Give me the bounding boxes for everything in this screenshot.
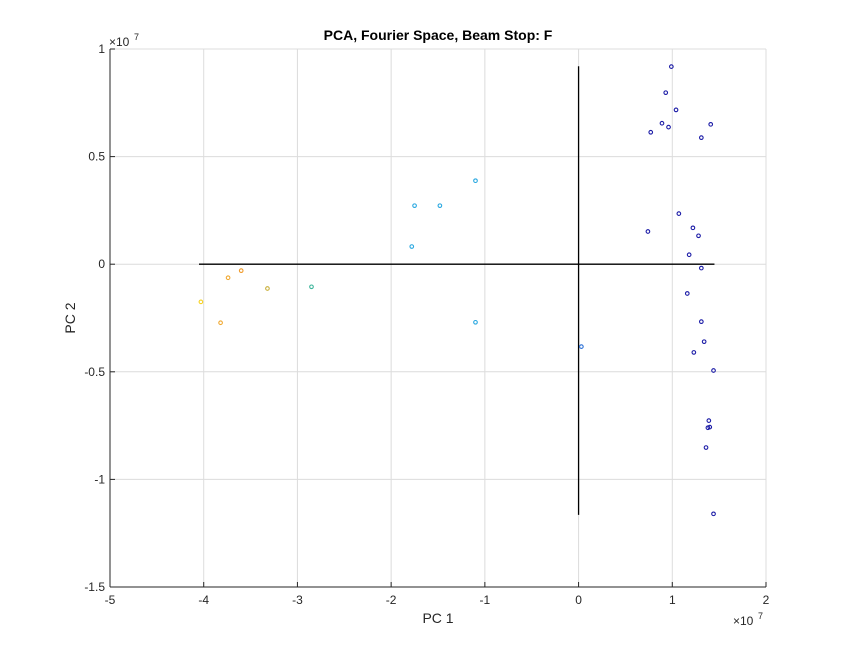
data-point xyxy=(696,233,701,239)
y-axis-label: PC 2 xyxy=(62,302,78,333)
x-axis-label: PC 1 xyxy=(422,610,453,626)
x-tick-label: 0 xyxy=(575,593,582,607)
x-exponent-base: ×10 xyxy=(733,614,754,628)
chart-title: PCA, Fourier Space, Beam Stop: F xyxy=(324,27,553,43)
y-axis-exponent: ×10 7 xyxy=(109,32,139,49)
y-tick-label: -0.5 xyxy=(84,365,105,379)
data-point xyxy=(409,244,415,249)
data-point xyxy=(698,265,704,271)
data-point xyxy=(690,225,696,231)
data-point xyxy=(473,319,478,325)
x-tick-label: -1 xyxy=(480,593,491,607)
data-point xyxy=(686,252,692,258)
x-axis-ticks: -5 -4 -3 -2 -1 0 1 2 xyxy=(105,582,770,607)
x-tick-label: -4 xyxy=(198,593,209,607)
axes-box xyxy=(109,49,766,588)
data-point xyxy=(218,320,223,326)
data-point xyxy=(659,120,665,126)
data-point xyxy=(708,121,714,127)
y-exponent-power: 7 xyxy=(134,32,139,42)
y-tick-label: 1 xyxy=(98,42,105,56)
data-point xyxy=(701,339,707,345)
x-tick-label: -3 xyxy=(292,593,303,607)
data-point xyxy=(711,368,716,373)
data-point xyxy=(706,418,712,424)
x-tick-label: 1 xyxy=(669,593,676,607)
data-point xyxy=(663,90,669,96)
data-point xyxy=(412,203,417,209)
x-exponent-power: 7 xyxy=(758,611,763,621)
data-point xyxy=(691,350,697,355)
data-point xyxy=(711,511,716,517)
y-tick-label: -1 xyxy=(94,472,105,486)
y-tick-label: 0 xyxy=(98,257,105,271)
data-point xyxy=(198,299,204,305)
data-point xyxy=(698,135,704,141)
y-tick-label: -1.5 xyxy=(84,580,105,594)
data-point xyxy=(673,107,679,113)
data-point xyxy=(265,286,270,291)
data-point xyxy=(684,291,690,296)
x-tick-label: -2 xyxy=(386,593,397,607)
x-axis-exponent: ×10 7 xyxy=(733,611,763,628)
data-point xyxy=(668,64,674,69)
x-tick-label: 2 xyxy=(763,593,770,607)
data-point xyxy=(645,229,651,234)
reference-lines xyxy=(199,66,715,515)
data-point xyxy=(579,344,584,349)
data-point xyxy=(676,211,682,216)
data-point xyxy=(473,178,478,184)
data-point xyxy=(703,445,709,450)
data-point xyxy=(705,425,711,431)
data-point xyxy=(648,129,654,135)
y-exponent-base: ×10 xyxy=(109,35,130,49)
x-tick-label: -5 xyxy=(105,593,116,607)
data-point xyxy=(238,268,244,274)
axes-background xyxy=(110,49,766,587)
data-point xyxy=(666,124,671,130)
data-point xyxy=(437,203,443,209)
data-points xyxy=(198,64,716,517)
y-axis-ticks: -1.5 -1 -0.5 0 0.5 1 xyxy=(84,42,115,594)
plot-area: -5 -4 -3 -2 -1 0 1 2 -1.5 -1 -0.5 0 0.5 1 xyxy=(84,42,769,607)
data-point xyxy=(309,284,314,290)
y-tick-label: 0.5 xyxy=(88,150,105,164)
data-point xyxy=(698,319,704,325)
data-point xyxy=(225,275,231,281)
